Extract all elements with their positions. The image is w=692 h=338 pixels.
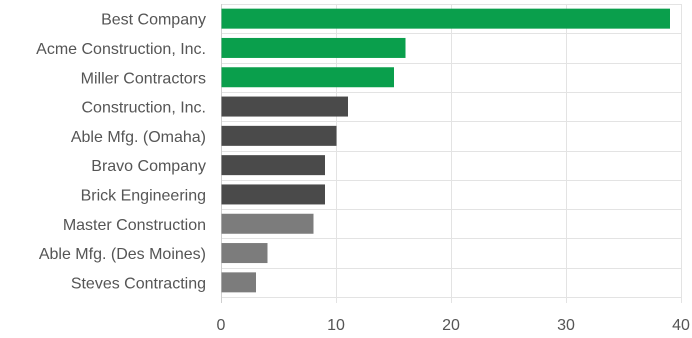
x-tick-label: 30	[557, 317, 575, 334]
bar	[221, 125, 337, 146]
bar	[221, 213, 314, 234]
bar	[221, 8, 670, 29]
bar	[221, 96, 348, 117]
category-label: Construction, Inc.	[82, 100, 207, 117]
category-label: Able Mfg. (Omaha)	[71, 129, 206, 146]
x-tick-labels: 0 10 20 30 40	[217, 317, 690, 334]
category-label: Bravo Company	[91, 158, 206, 175]
bar	[221, 155, 325, 176]
category-label: Able Mfg. (Des Moines)	[39, 246, 206, 263]
category-label: Brick Engineering	[81, 187, 206, 204]
category-label: Miller Contractors	[81, 70, 206, 87]
bar	[221, 67, 394, 88]
bar	[221, 184, 325, 205]
category-labels: Best Company Acme Construction, Inc. Mille…	[36, 12, 206, 293]
category-label: Master Construction	[63, 217, 206, 234]
x-tick-label: 10	[327, 317, 345, 334]
x-tick-label: 40	[672, 317, 690, 334]
bar	[221, 243, 268, 264]
category-label: Acme Construction, Inc.	[36, 41, 206, 58]
bars	[221, 8, 670, 293]
category-label: Steves Contracting	[71, 275, 206, 292]
x-tick-label: 0	[217, 317, 226, 334]
x-tick-label: 20	[442, 317, 460, 334]
bar	[221, 272, 256, 293]
category-label: Best Company	[101, 12, 206, 29]
bar	[221, 37, 406, 58]
